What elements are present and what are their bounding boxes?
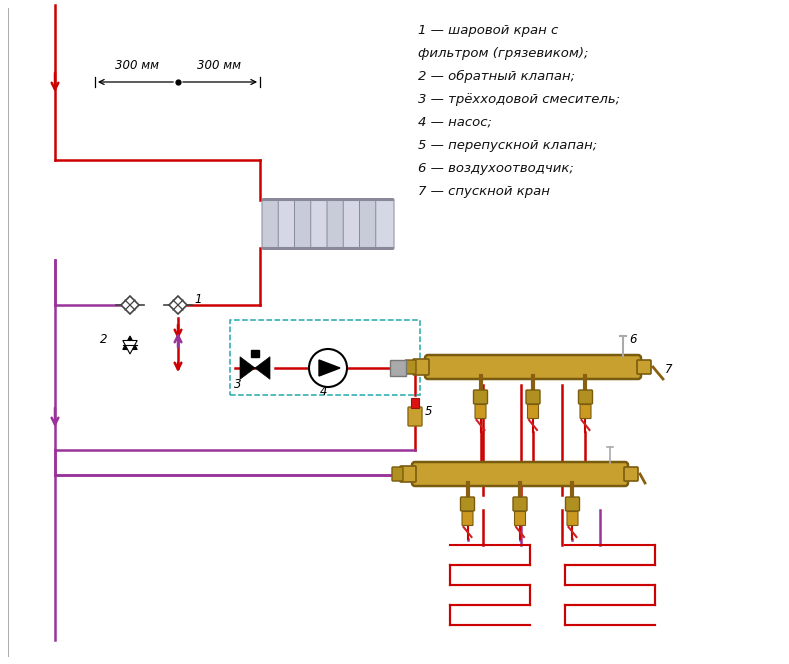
Text: 6: 6 bbox=[629, 333, 637, 346]
Polygon shape bbox=[169, 296, 187, 314]
Text: 1 — шаровой кран с: 1 — шаровой кран с bbox=[418, 24, 559, 37]
FancyBboxPatch shape bbox=[526, 390, 540, 404]
FancyBboxPatch shape bbox=[462, 511, 473, 525]
FancyBboxPatch shape bbox=[475, 404, 486, 418]
FancyBboxPatch shape bbox=[580, 404, 591, 418]
Text: 5: 5 bbox=[425, 405, 432, 418]
Text: 4 — насос;: 4 — насос; bbox=[418, 116, 492, 129]
FancyBboxPatch shape bbox=[327, 199, 346, 250]
Bar bbox=[390, 360, 406, 376]
FancyBboxPatch shape bbox=[405, 360, 416, 374]
Text: 7 — спускной кран: 7 — спускной кран bbox=[418, 185, 550, 198]
Text: фильтром (грязевиком);: фильтром (грязевиком); bbox=[418, 47, 589, 60]
FancyBboxPatch shape bbox=[279, 199, 297, 250]
Polygon shape bbox=[240, 357, 255, 379]
Polygon shape bbox=[121, 296, 139, 314]
FancyBboxPatch shape bbox=[566, 497, 579, 511]
FancyBboxPatch shape bbox=[408, 407, 422, 426]
Text: 7: 7 bbox=[665, 363, 672, 376]
FancyBboxPatch shape bbox=[360, 199, 378, 250]
Text: 1: 1 bbox=[194, 293, 201, 306]
Bar bbox=[411, 398, 419, 408]
FancyBboxPatch shape bbox=[413, 359, 429, 375]
Text: 2 — обратный клапан;: 2 — обратный клапан; bbox=[418, 70, 575, 83]
FancyBboxPatch shape bbox=[343, 199, 361, 250]
Text: 2: 2 bbox=[99, 333, 107, 346]
Text: 300 мм: 300 мм bbox=[197, 59, 241, 72]
FancyBboxPatch shape bbox=[461, 497, 474, 511]
Text: 5 — перепускной клапан;: 5 — перепускной клапан; bbox=[418, 139, 597, 152]
FancyBboxPatch shape bbox=[528, 404, 539, 418]
Polygon shape bbox=[319, 360, 340, 376]
Circle shape bbox=[309, 349, 347, 387]
FancyBboxPatch shape bbox=[624, 467, 638, 481]
Polygon shape bbox=[255, 357, 270, 379]
Text: 4: 4 bbox=[320, 385, 327, 398]
Text: 6 — воздухоотводчик;: 6 — воздухоотводчик; bbox=[418, 162, 574, 175]
Polygon shape bbox=[123, 336, 137, 349]
FancyBboxPatch shape bbox=[392, 467, 403, 481]
FancyBboxPatch shape bbox=[637, 360, 651, 374]
FancyBboxPatch shape bbox=[412, 462, 628, 486]
Bar bbox=[230, 320, 420, 395]
FancyBboxPatch shape bbox=[262, 199, 280, 250]
Bar bbox=[251, 350, 259, 357]
FancyBboxPatch shape bbox=[473, 390, 488, 404]
FancyBboxPatch shape bbox=[514, 511, 525, 525]
FancyBboxPatch shape bbox=[425, 355, 641, 379]
Polygon shape bbox=[123, 341, 137, 354]
Text: 3 — трёхходовой смеситель;: 3 — трёхходовой смеситель; bbox=[418, 93, 620, 106]
FancyBboxPatch shape bbox=[513, 497, 527, 511]
FancyBboxPatch shape bbox=[567, 511, 578, 525]
FancyBboxPatch shape bbox=[294, 199, 312, 250]
FancyBboxPatch shape bbox=[578, 390, 593, 404]
FancyBboxPatch shape bbox=[311, 199, 329, 250]
Text: 300 мм: 300 мм bbox=[114, 59, 159, 72]
FancyBboxPatch shape bbox=[376, 199, 394, 250]
Text: 3: 3 bbox=[234, 378, 241, 391]
FancyBboxPatch shape bbox=[400, 466, 416, 482]
